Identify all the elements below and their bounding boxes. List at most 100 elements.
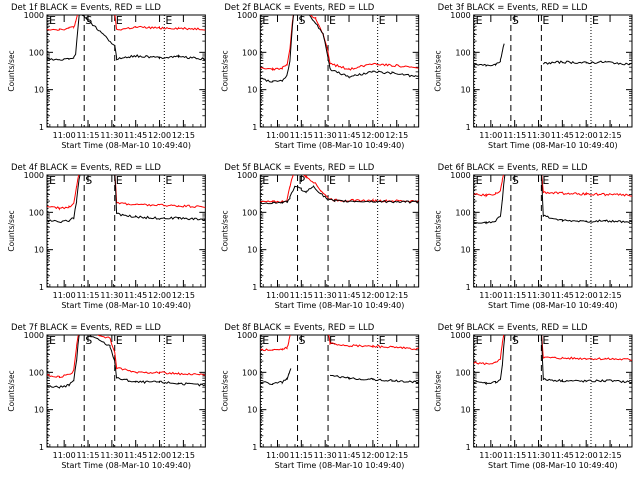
lld-series-line	[47, 175, 206, 211]
x-axis-label: Start Time (08-Mar-10 10:49:40)	[61, 461, 191, 470]
x-tick-label: 11:00	[266, 451, 289, 460]
detector-panel-3: Det 3f BLACK = Events, RED = LLD 1 10 100 10…	[434, 3, 633, 150]
x-tick-label: 12:15	[599, 291, 622, 300]
x-tick-label: 11:15	[503, 451, 526, 460]
x-tick-label: 11:30	[314, 451, 337, 460]
x-tick-label: 11:00	[53, 291, 76, 300]
time-marker-label: E	[49, 174, 56, 187]
time-marker-label: E	[49, 334, 56, 347]
panel-title: Det 4f BLACK = Events, RED = LLD	[11, 163, 161, 173]
time-marker-label: E	[542, 14, 549, 27]
lld-series-line	[473, 335, 632, 366]
events-series-line	[473, 335, 632, 386]
panel-title: Det 8f BLACK = Events, RED = LLD	[224, 323, 374, 333]
x-tick-label: 11:15	[76, 451, 99, 460]
x-tick-label: 12:15	[599, 451, 622, 460]
lld-series-line	[473, 175, 632, 198]
y-tick-label: 10	[460, 86, 470, 95]
detector-panel-5: Det 5f BLACK = Events, RED = LLD 1 10 100 10…	[220, 163, 420, 310]
y-tick-label: 1	[466, 443, 471, 452]
y-tick-label: 1000	[450, 171, 470, 180]
panel-title: Det 7f BLACK = Events, RED = LLD	[11, 323, 161, 333]
time-marker-label: S	[85, 174, 92, 187]
time-marker-label: S	[512, 174, 519, 187]
y-tick-label: 10	[247, 406, 257, 415]
y-tick-label: 10	[460, 246, 470, 255]
x-tick-label: 12:00	[575, 291, 598, 300]
y-tick-label: 10	[34, 406, 44, 415]
y-axis-label: Counts/sec	[220, 370, 229, 411]
y-tick-label: 1000	[450, 331, 470, 340]
x-tick-label: 11:45	[124, 451, 147, 460]
time-marker-label: E	[542, 174, 549, 187]
y-tick-label: 1	[466, 283, 471, 292]
x-tick-label: 12:15	[172, 451, 195, 460]
y-axis-label: Counts/sec	[434, 210, 443, 251]
plot-frame	[473, 174, 633, 288]
x-axis-label: Start Time (08-Mar-10 10:49:40)	[275, 301, 405, 310]
y-tick-label: 100	[455, 208, 470, 217]
x-tick-label: 11:00	[479, 451, 502, 460]
x-tick-label: 11:00	[479, 291, 502, 300]
detector-panel-6: Det 6f BLACK = Events, RED = LLD 1 10 100 10…	[434, 163, 633, 310]
detector-panel-1: Det 1f BLACK = Events, RED = LLD 1 10 100 10…	[7, 3, 206, 150]
x-tick-label: 12:15	[172, 291, 195, 300]
x-tick-label: 11:30	[527, 131, 550, 140]
time-marker-label: E	[476, 174, 483, 187]
y-tick-label: 1	[252, 443, 257, 452]
time-marker-label: E	[379, 334, 386, 347]
x-tick-label: 11:45	[338, 131, 361, 140]
y-tick-label: 1000	[450, 11, 470, 20]
x-tick-label: 11:15	[76, 291, 99, 300]
y-tick-label: 1000	[24, 11, 44, 20]
x-tick-label: 11:00	[53, 131, 76, 140]
time-marker-label: E	[116, 14, 123, 27]
time-marker-label: E	[116, 174, 123, 187]
detector-panel-4: Det 4f BLACK = Events, RED = LLD 1 10 100 10…	[7, 163, 206, 310]
x-tick-label: 11:45	[551, 451, 574, 460]
y-tick-label: 100	[242, 208, 257, 217]
y-tick-label: 1	[39, 283, 44, 292]
x-axis-label: Start Time (08-Mar-10 10:49:40)	[275, 141, 405, 150]
x-tick-label: 11:45	[338, 291, 361, 300]
events-series-line	[47, 15, 206, 61]
x-tick-label: 12:00	[361, 291, 384, 300]
x-tick-label: 11:30	[100, 291, 123, 300]
x-tick-label: 12:15	[385, 131, 408, 140]
plot-frame	[46, 334, 206, 448]
x-tick-label: 11:00	[53, 451, 76, 460]
detector-panel-9: Det 9f BLACK = Events, RED = LLD 1 10 100 10…	[434, 323, 633, 470]
lld-series-line	[47, 335, 206, 379]
plot-frame	[259, 14, 420, 128]
time-marker-label: E	[165, 174, 172, 187]
x-tick-label: 11:45	[338, 451, 361, 460]
y-tick-label: 1000	[237, 171, 257, 180]
x-tick-label: 11:15	[76, 131, 99, 140]
y-axis-label: Counts/sec	[7, 210, 16, 251]
y-tick-label: 1	[39, 123, 44, 132]
x-tick-label: 12:00	[361, 451, 384, 460]
x-axis-label: Start Time (08-Mar-10 10:49:40)	[488, 301, 618, 310]
time-marker-label: S	[512, 14, 519, 27]
y-axis-label: Counts/sec	[434, 50, 443, 91]
lld-series-line	[260, 15, 419, 72]
plot-frame	[473, 14, 633, 128]
time-marker-label: E	[165, 14, 172, 27]
y-tick-label: 1	[252, 123, 257, 132]
time-marker-label: E	[476, 334, 483, 347]
time-marker-label: E	[379, 174, 386, 187]
y-tick-label: 100	[242, 368, 257, 377]
events-series-line	[473, 43, 632, 67]
x-tick-label: 11:15	[290, 131, 313, 140]
y-tick-label: 100	[455, 368, 470, 377]
x-axis-label: Start Time (08-Mar-10 10:49:40)	[488, 141, 618, 150]
x-tick-label: 11:00	[266, 131, 289, 140]
x-tick-label: 11:15	[290, 451, 313, 460]
time-marker-label: S	[299, 14, 306, 27]
time-marker-label: E	[379, 14, 386, 27]
x-tick-label: 12:00	[575, 451, 598, 460]
time-marker-label: E	[329, 14, 336, 27]
y-tick-label: 1000	[237, 11, 257, 20]
time-marker-label: S	[85, 14, 92, 27]
y-tick-label: 100	[29, 48, 44, 57]
